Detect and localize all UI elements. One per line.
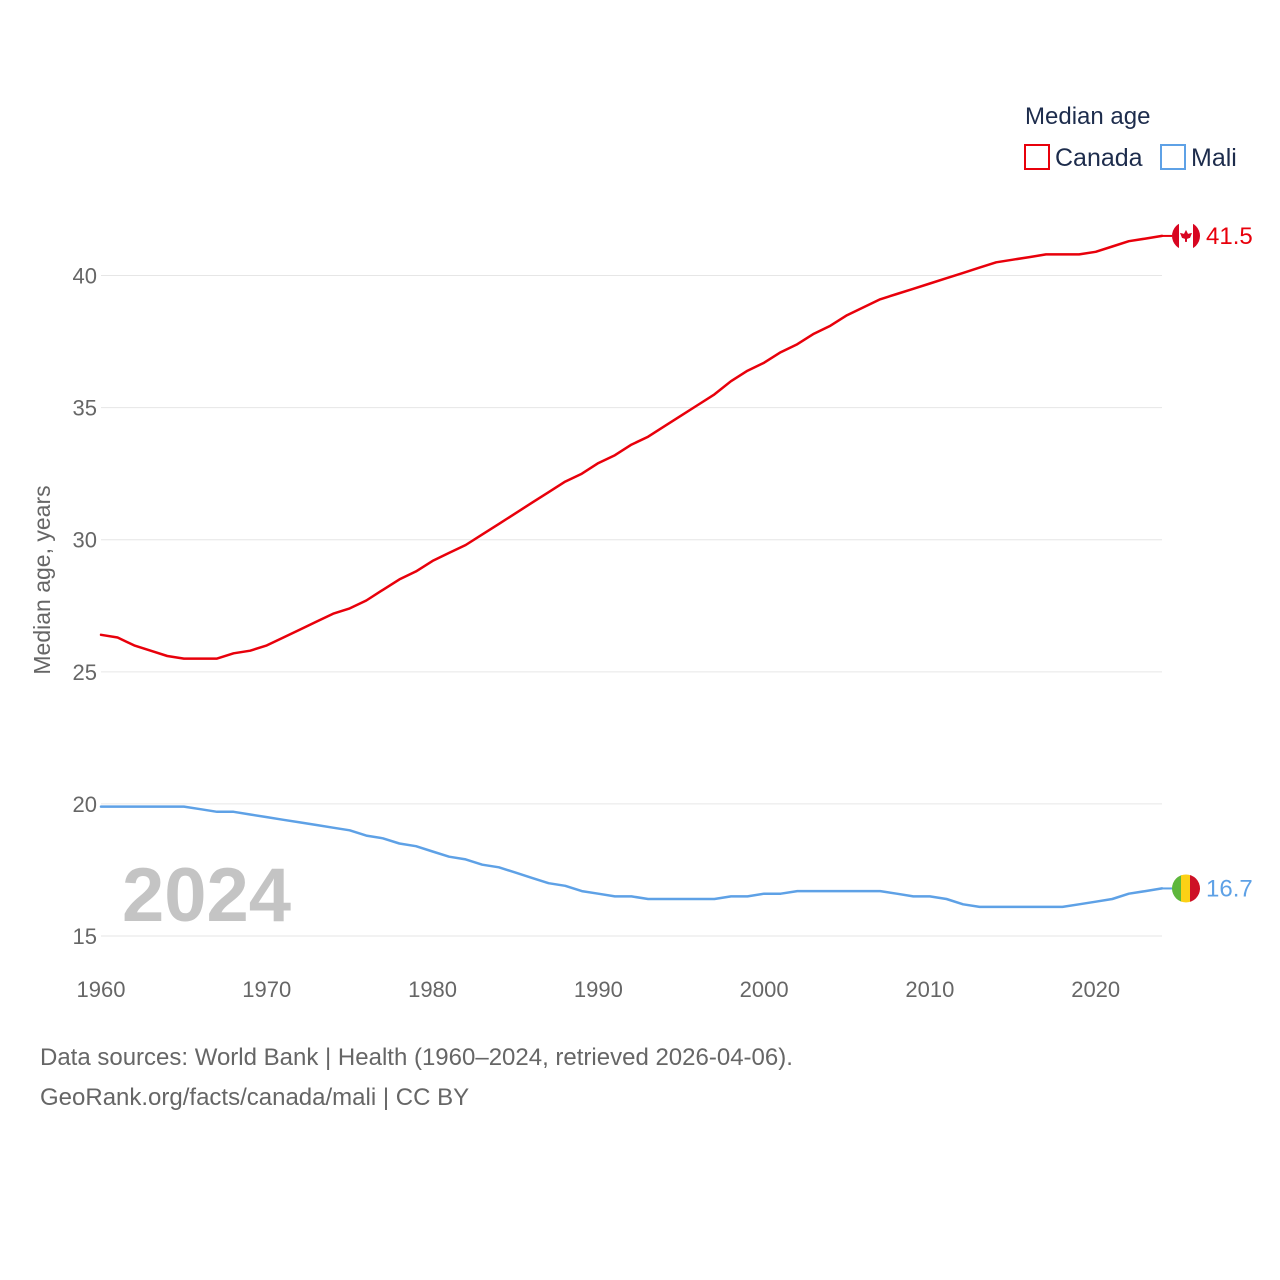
year-watermark: 2024 [122,853,291,938]
end-value-label-mali: 16.7 [1206,875,1253,902]
gridlines [101,275,1162,937]
legend-item-canada[interactable]: Canada [1024,144,1143,172]
legend-swatch-canada [1024,144,1050,170]
source-note: Data sources: World Bank | Health (1960–… [40,1044,793,1071]
x-tick-label: 1970 [242,977,291,1002]
y-tick-label: 30 [73,528,97,553]
y-tick-label: 35 [73,396,97,421]
end-value-label-canada: 41.5 [1206,223,1253,250]
x-tick-label: 1980 [408,977,457,1002]
legend-label-canada: Canada [1055,144,1143,172]
series-line-mali[interactable] [99,805,1164,909]
y-tick-label: 20 [73,792,97,817]
credit-link[interactable]: GeoRank.org/facts/canada/mali | CC BY [40,1084,470,1111]
series-end-labels: 41.5 16.7 [1162,221,1253,903]
y-axis-label: Median age, years [29,485,55,674]
x-tick-label: 2010 [905,977,954,1002]
y-tick-label: 40 [73,264,97,289]
legend-title: Median age [1025,103,1150,130]
legend-item-mali[interactable]: Mali [1160,144,1237,172]
y-axis-ticks: 15 20 25 30 35 40 [73,264,97,949]
series-lines [99,234,1164,909]
x-tick-label: 1960 [77,977,126,1002]
legend: Median age Canada Mali [1024,103,1237,172]
x-tick-label: 2000 [740,977,789,1002]
y-tick-label: 15 [73,924,97,949]
series-line-canada[interactable] [99,234,1164,660]
flag-mali-icon [1172,874,1200,903]
x-tick-label: 2020 [1071,977,1120,1002]
flag-canada-icon [1172,221,1200,250]
x-tick-label: 1990 [574,977,623,1002]
x-axis-ticks: 1960 1970 1980 1990 2000 2010 2020 [77,977,1121,1002]
median-age-line-chart: 15 20 25 30 35 40 1960 1970 1980 1990 2000 2010 202… [29,103,1253,1002]
legend-label-mali: Mali [1191,144,1237,172]
legend-swatch-mali [1160,144,1186,170]
y-tick-label: 25 [73,660,97,685]
